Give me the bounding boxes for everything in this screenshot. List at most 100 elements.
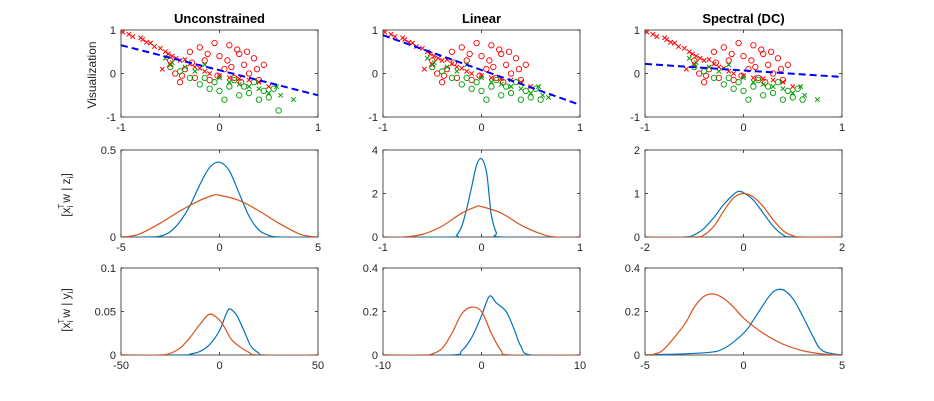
point-o-green [755,76,762,84]
point-stroke [392,33,398,40]
point-stroke [540,92,546,98]
point-x-green [798,83,804,90]
plot-area [121,30,318,114]
point-o-green [468,85,475,92]
point-stroke [207,70,213,77]
point-o-red [176,79,184,86]
point-o-red [738,72,745,79]
point-x-red [681,45,687,51]
point-o-red [483,66,490,73]
x-tick-label: -50 [113,360,129,372]
point-x-green [740,75,747,81]
y-tick-label: 0.2 [625,307,640,319]
point-stroke [439,57,445,64]
point-o-green [527,94,534,101]
point-stroke [454,64,460,70]
point-x-red [478,73,485,79]
point-o-red [712,59,720,66]
scatter-linear: -1 0 1 -1 0 1 Linear [368,11,583,134]
point-o-red [216,52,223,60]
point-o-red [214,72,221,79]
point-stroke [147,40,154,46]
point-o-red [211,39,218,47]
point-stroke [668,39,674,45]
point-stroke [770,83,776,90]
point-x-red [750,75,756,81]
point-o-green [760,92,767,99]
point-stroke [760,81,766,87]
point-o-red [224,57,231,64]
x-tick-label: -1 [640,122,650,134]
point-x-green [192,68,198,74]
point-stroke [454,68,460,74]
point-o-green [255,96,263,103]
point-o-green [201,74,208,82]
point-o-green [448,74,456,82]
point-o-red [755,74,762,82]
point-o-green [735,79,742,86]
point-stroke [478,75,485,81]
point-stroke [726,68,732,74]
point-o-red [201,57,208,64]
point-o-red [204,50,211,58]
point-x-green [508,83,514,90]
point-x-green [760,81,766,87]
point-stroke [740,75,747,81]
point-stroke [697,55,703,61]
point-o-green [463,74,470,82]
point-stroke [226,79,232,85]
point-stroke [671,40,678,46]
point-x-green [814,97,820,103]
point-o-red [463,57,470,64]
point-stroke [192,64,198,70]
x-tick-label: 50 [312,360,324,372]
point-stroke [197,65,203,71]
point-x-red [126,31,132,37]
point-stroke [750,75,756,81]
point-stroke [645,30,650,35]
point-stroke [449,61,455,67]
plot-area [121,308,318,355]
point-x-red [435,55,441,61]
point-x-green [444,64,450,70]
y-tick-label: 0 [110,232,116,244]
point-stroke [760,76,766,82]
point-x-red [192,64,198,70]
point-x-red [165,51,171,57]
point-stroke [686,55,692,61]
point-stroke [216,73,223,79]
point-stroke [409,40,416,46]
point-o-green [745,96,752,103]
point-o-red [186,48,194,55]
point-o-red [748,57,755,64]
point-x-red [421,66,427,72]
point-x-red [162,49,168,55]
point-o-green [240,83,248,90]
point-stroke [528,90,534,96]
point-x-green [226,79,232,85]
projection-line [383,34,580,106]
axes-box [382,149,581,238]
y-tick-label: 0.4 [625,263,640,275]
point-o-green [211,79,218,86]
point-stroke [202,62,208,68]
point-x-red [706,57,712,63]
point-o-red [745,66,752,73]
point-o-green [458,81,465,88]
density-curve-blue [121,161,318,237]
density-curve-blue [645,288,842,355]
point-o-green [498,92,505,99]
point-stroke [130,33,136,40]
point-stroke [701,57,707,64]
point-stroke [202,68,208,74]
point-o-green [265,94,272,101]
point-x-red [266,83,272,90]
y-tick-label: -1 [630,112,640,124]
point-o-red [750,42,757,49]
point-o-red [767,48,775,55]
point-stroke [182,57,188,63]
point-x-red [454,64,460,70]
point-o-red [507,70,515,77]
point-x-red [140,37,146,43]
point-o-red [764,61,772,68]
